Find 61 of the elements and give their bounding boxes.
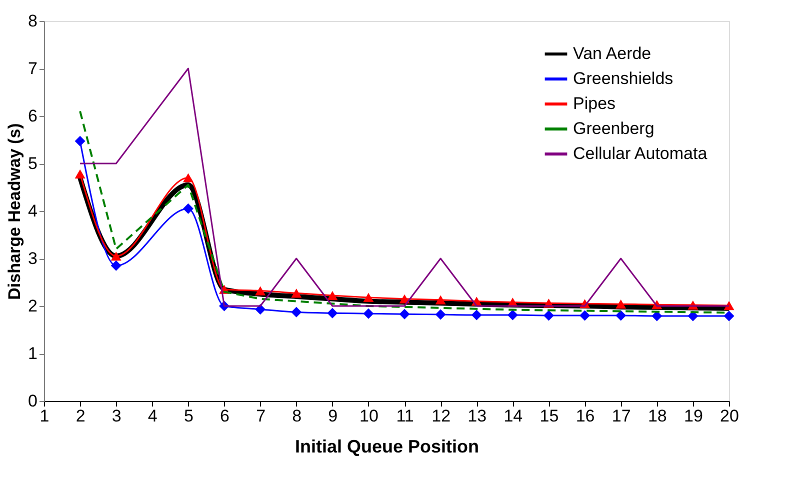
point <box>580 310 590 321</box>
y-tick-label: 7 <box>28 59 38 78</box>
point <box>507 310 518 320</box>
point <box>363 292 374 302</box>
y-tick-label: 3 <box>28 249 38 268</box>
point <box>291 288 302 298</box>
point <box>616 300 626 309</box>
x-tick-label: 17 <box>612 406 631 426</box>
point <box>471 310 482 320</box>
x-tick-label: 8 <box>292 406 302 426</box>
point <box>724 310 734 322</box>
x-tick-label: 2 <box>76 406 86 426</box>
legend-label: Cellular Automata <box>573 144 708 163</box>
point <box>74 136 86 146</box>
y-axis-title: Disharge Headway (s) <box>5 123 24 300</box>
point <box>363 308 374 319</box>
x-tick-label: 3 <box>112 406 122 426</box>
y-tick-label: 6 <box>28 106 38 126</box>
point <box>182 173 194 182</box>
x-tick-label: 19 <box>684 406 703 426</box>
x-tick-label: 13 <box>468 406 487 426</box>
legend-label: Greenshields <box>573 69 674 88</box>
y-tick-label: 5 <box>28 154 38 173</box>
x-tick-label: 7 <box>256 406 266 426</box>
x-tick-label: 12 <box>432 406 451 426</box>
x-tick-label: 4 <box>148 406 158 426</box>
y-tick-label: 0 <box>28 392 38 410</box>
x-tick-label: 9 <box>328 406 338 426</box>
point <box>616 310 626 321</box>
point <box>74 169 86 178</box>
x-tick-label: 5 <box>184 406 194 426</box>
point <box>399 308 410 320</box>
legend-label: Greenberg <box>573 119 654 138</box>
point <box>291 306 302 318</box>
point <box>110 260 122 271</box>
point <box>327 291 338 300</box>
point <box>543 310 554 321</box>
point <box>255 304 266 315</box>
point <box>435 295 446 304</box>
x-tick-label: 18 <box>648 406 667 426</box>
x-tick-label: 10 <box>360 406 378 426</box>
y-tick-label: 8 <box>28 12 38 30</box>
x-axis-title: Initial Queue Position <box>294 436 480 456</box>
legend-label: Pipes <box>573 94 616 113</box>
point <box>435 309 446 320</box>
x-tick-label: 14 <box>504 406 523 426</box>
x-tick-label: 20 <box>720 406 739 426</box>
point <box>182 203 194 214</box>
x-tick-label: 15 <box>540 406 559 426</box>
point <box>110 252 122 261</box>
x-tick-label: 1 <box>40 406 50 426</box>
point <box>652 310 662 322</box>
y-tick-label: 4 <box>28 202 38 220</box>
x-tick-label: 6 <box>220 406 230 426</box>
y-tick-label: 1 <box>28 344 38 363</box>
legend-label: Van Aerde <box>573 44 652 63</box>
point <box>255 286 266 296</box>
point <box>327 308 338 318</box>
x-tick-label: 16 <box>576 406 595 426</box>
y-tick-label: 2 <box>28 296 38 316</box>
x-tick-label: 11 <box>396 406 414 426</box>
